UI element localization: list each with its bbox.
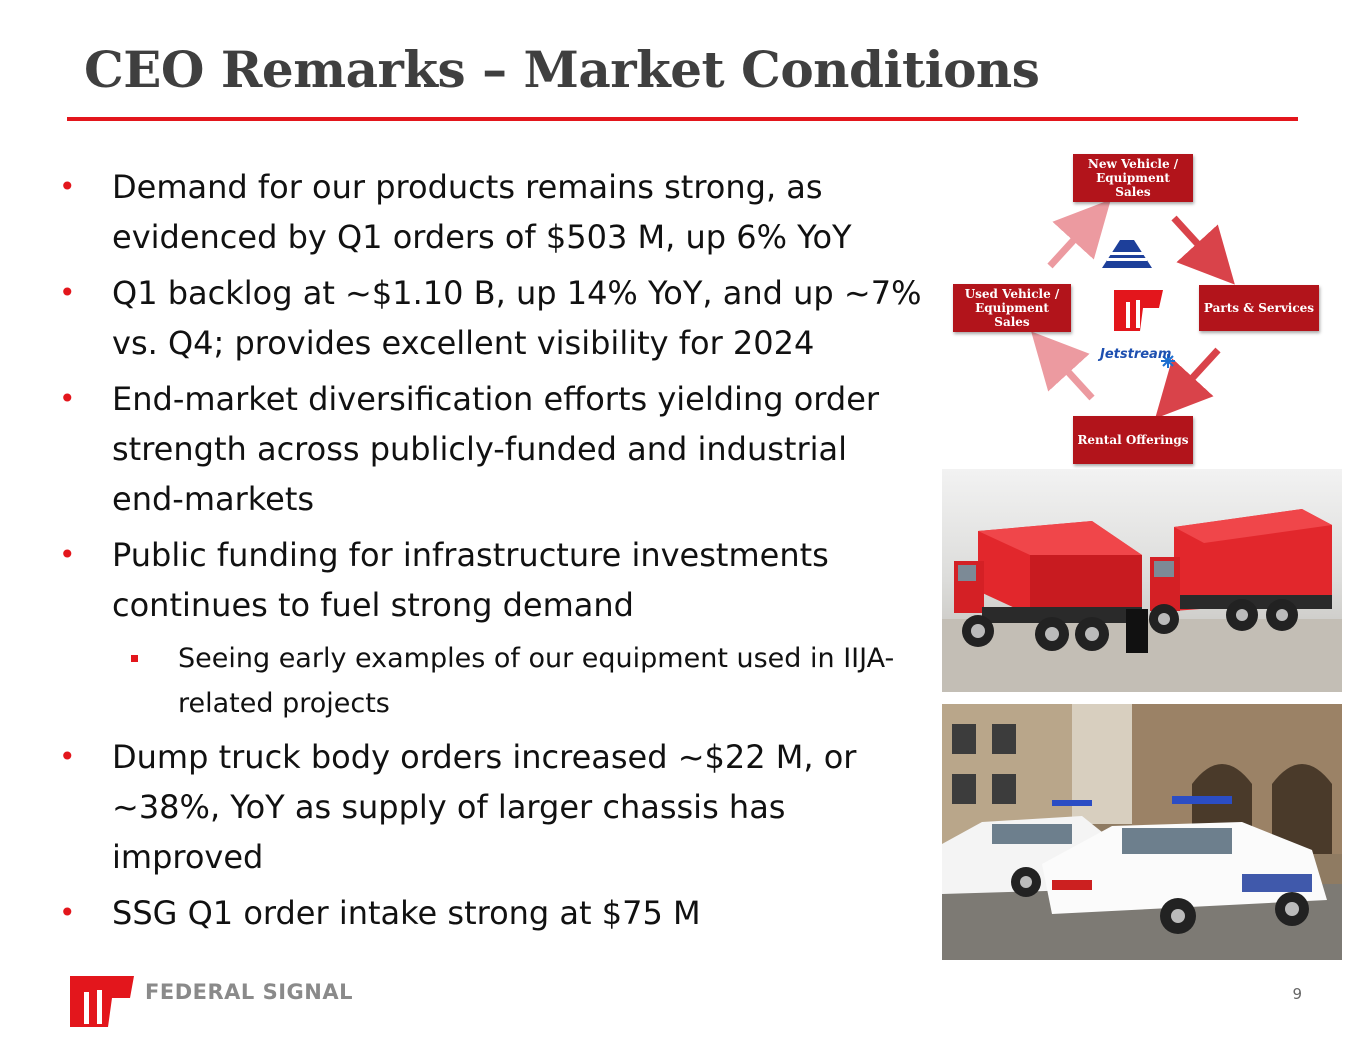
emblem-logo-icon [1102, 240, 1152, 268]
bullet-dot-icon: • [59, 896, 76, 929]
business-cycle-diagram: Jetstream New Vehicle / Equipment Sales … [950, 150, 1320, 470]
bullet-list: • Demand for our products remains strong,… [55, 162, 925, 944]
bullet-dot-icon: • [59, 276, 76, 309]
bullet-text: Q1 backlog at ~$1.10 B, up 14% YoY, and … [112, 274, 922, 362]
bullet-item: • Demand for our products remains strong,… [55, 162, 925, 262]
jetstream-star-icon [1161, 354, 1175, 368]
bullet-dot-icon: • [59, 740, 76, 773]
bullet-item: • SSG Q1 order intake strong at $75 M [55, 888, 925, 938]
bullet-dot-icon: • [59, 382, 76, 415]
cycle-box-parts-services: Parts & Services [1199, 285, 1319, 331]
cycle-box-new-vehicle: New Vehicle / Equipment Sales [1073, 154, 1193, 202]
bullet-item: • Dump truck body orders increased ~$22 M… [55, 732, 925, 882]
cycle-arrows [1031, 199, 1235, 419]
bullet-dot-icon: • [59, 538, 76, 571]
bullet-dot-icon: • [59, 170, 76, 203]
sub-bullet-item: Seeing early examples of our equipment u… [55, 636, 925, 726]
jetstream-logo: Jetstream [1100, 347, 1172, 362]
bullet-item: • End-market diversification efforts yiel… [55, 374, 925, 524]
bullet-text: End-market diversification efforts yield… [112, 380, 880, 518]
page-number: 9 [1292, 985, 1302, 1003]
bullet-item: • Q1 backlog at ~$1.10 B, up 14% YoY, and… [55, 268, 925, 368]
dump-trucks-illustration [942, 469, 1342, 692]
bullet-text: Public funding for infrastructure invest… [112, 536, 829, 624]
fs-footer-logo-icon [70, 976, 134, 1027]
cycle-box-used-vehicle: Used Vehicle / Equipment Sales [953, 284, 1071, 332]
title-underline [67, 117, 1298, 121]
company-name: FEDERAL SIGNAL [145, 980, 353, 1004]
square-bullet-icon [131, 655, 138, 662]
cycle-box-rental: Rental Offerings [1073, 416, 1193, 464]
arrow-bottom-left [1031, 331, 1095, 401]
arrow-bottom-right [1155, 347, 1221, 419]
bullet-text: Dump truck body orders increased ~$22 M,… [112, 738, 857, 876]
dump-trucks-photo [942, 469, 1342, 692]
police-cars-illustration [942, 704, 1342, 960]
bullet-item: • Public funding for infrastructure inves… [55, 530, 925, 630]
arrow-top-left [1047, 199, 1111, 269]
bullet-text: Demand for our products remains strong, … [112, 168, 852, 256]
bullet-text: SSG Q1 order intake strong at $75 M [112, 894, 701, 932]
fs-logo-icon [1114, 290, 1163, 331]
federal-signal-footer-logo: FEDERAL SIGNAL [68, 972, 353, 1027]
arrow-top-right [1171, 215, 1235, 285]
slide-title: CEO Remarks – Market Conditions [84, 40, 1040, 99]
police-cars-photo [942, 704, 1342, 960]
sub-bullet-text: Seeing early examples of our equipment u… [178, 643, 895, 719]
